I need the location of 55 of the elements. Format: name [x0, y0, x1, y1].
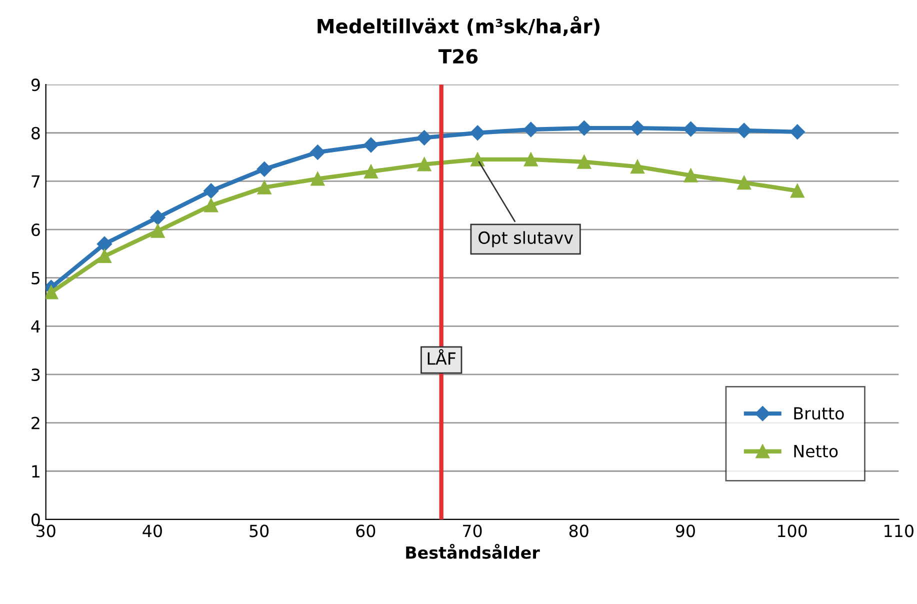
point — [416, 130, 432, 146]
legend-label: Netto — [794, 445, 838, 458]
point — [98, 249, 112, 264]
point — [737, 176, 752, 190]
x-tick-label: 80 — [569, 524, 588, 538]
x-tick-label: 90 — [676, 524, 695, 538]
y-tick-label: 7 — [32, 175, 40, 188]
chart-title: Medeltillväxt (m³sk/ha,år) — [318, 16, 600, 36]
chart-subtitle: T26 — [438, 48, 478, 64]
y-tick-label: 5 — [32, 272, 40, 284]
point — [576, 120, 592, 136]
point — [150, 210, 166, 226]
point — [630, 120, 646, 136]
point — [684, 168, 698, 182]
x-tick-label: 110 — [884, 524, 914, 538]
point — [310, 172, 325, 186]
point — [790, 184, 804, 198]
x-axis-title: Beståndsålder — [406, 544, 540, 559]
y-tick-label: 6 — [32, 223, 40, 236]
point — [204, 183, 219, 198]
point — [523, 122, 538, 138]
annotation: Opt slutavv — [478, 231, 573, 248]
point — [257, 180, 272, 194]
point — [417, 157, 432, 172]
x-tick-label: 40 — [142, 524, 162, 538]
x-tick-label: 30 — [36, 524, 56, 538]
x-tick-label: 50 — [250, 524, 269, 538]
x-tick-label: 60 — [356, 524, 376, 538]
point — [310, 144, 326, 160]
legend-label: Brutto — [794, 407, 844, 420]
point — [470, 125, 486, 140]
y-tick-label: 4 — [31, 320, 40, 332]
point — [96, 236, 112, 252]
x-tick-label: 70 — [463, 524, 482, 538]
point — [577, 154, 592, 169]
y-tick-label: 3 — [32, 368, 40, 382]
point — [46, 285, 58, 300]
point — [256, 162, 272, 177]
y-tick-label: 1 — [32, 465, 40, 478]
ref-line-label: LÅF — [428, 349, 456, 365]
point — [364, 164, 378, 178]
point — [524, 152, 538, 166]
point — [736, 122, 752, 138]
point — [204, 198, 218, 212]
point — [150, 224, 165, 238]
point — [470, 152, 485, 166]
y-tick-label: 0 — [31, 513, 40, 526]
point — [630, 160, 644, 174]
point — [363, 137, 379, 153]
y-tick-label: 9 — [31, 78, 40, 92]
point — [683, 121, 698, 137]
point — [790, 124, 805, 140]
x-tick-label: 100 — [778, 524, 807, 538]
y-tick-label: 2 — [32, 416, 40, 430]
y-tick-label: 8 — [32, 126, 40, 140]
